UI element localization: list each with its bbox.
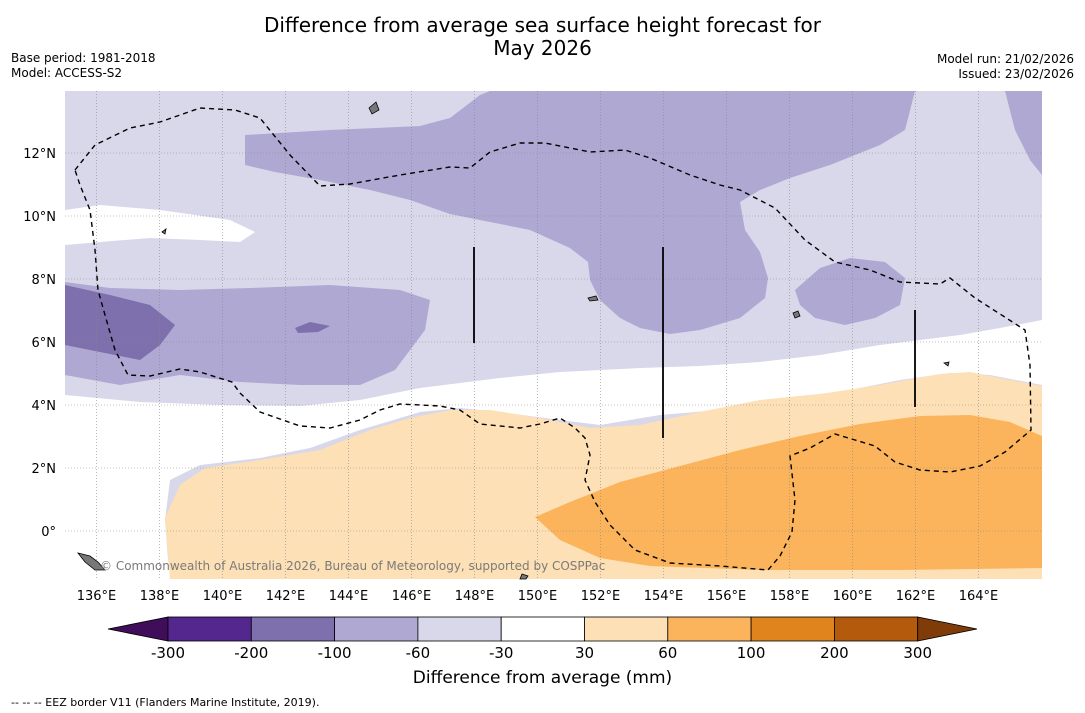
- metadata-right: Model run: 21/02/2026 Issued: 23/02/2026: [937, 52, 1074, 82]
- colorbar-segment: [500, 616, 585, 642]
- colorbar: [107, 616, 978, 642]
- island-4: [76, 552, 106, 571]
- negative-region-west: [65, 282, 430, 385]
- title-line-1: Difference from average sea surface heig…: [263, 13, 822, 37]
- issued-date: Issued: 23/02/2026: [958, 67, 1074, 81]
- colorbar-tick-label: -30: [488, 644, 514, 662]
- island-6: [943, 361, 950, 367]
- colorbar-segment: [667, 616, 752, 642]
- longitude-label: 154°E: [644, 589, 684, 604]
- colorbar-segment: [417, 616, 502, 642]
- island-2: [161, 228, 167, 235]
- longitude-label: 142°E: [266, 589, 306, 604]
- longitude-label: 148°E: [455, 589, 495, 604]
- strong-negative-west: [65, 285, 175, 360]
- colorbar-tick-label: -60: [405, 644, 431, 662]
- longitude-label: 136°E: [77, 589, 117, 604]
- island-5: [587, 295, 599, 302]
- colorbar-segment: [334, 616, 419, 642]
- island-1: [368, 101, 380, 115]
- longitude-label: 150°E: [518, 589, 558, 604]
- copyright-credit: © Commonwealth of Australia 2026, Bureau…: [100, 559, 605, 573]
- longitude-label: 140°E: [203, 589, 243, 604]
- colorbar-segment: [834, 616, 919, 642]
- negative-region-east: [795, 258, 905, 325]
- longitude-label: 158°E: [770, 589, 810, 604]
- latitude-labels: 12°N 10°N 8°N 6°N 4°N 2°N 0°: [23, 147, 56, 540]
- negative-region-central: [245, 91, 915, 334]
- colorbar-segment: [750, 616, 835, 642]
- model-name: Model: ACCESS-S2: [11, 66, 123, 80]
- latitude-label: 8°N: [32, 273, 57, 288]
- colorbar-segment: [250, 616, 336, 642]
- colorbar-tick-label: 200: [820, 644, 849, 662]
- longitude-label: 138°E: [140, 589, 180, 604]
- colorbar-extend-low: [107, 616, 169, 642]
- neutral-band-north: [65, 205, 255, 245]
- colorbar-tick-label: 100: [736, 644, 766, 662]
- longitude-label: 152°E: [581, 589, 621, 604]
- longitude-label: 144°E: [329, 589, 369, 604]
- colorbar-tick-label: 60: [658, 644, 678, 662]
- eez-footnote: -- -- -- EEZ border V11 (Flanders Marine…: [11, 696, 320, 709]
- colorbar-tick-label: -200: [234, 644, 269, 662]
- colorbar-title: Difference from average (mm): [412, 668, 673, 688]
- map-area: [65, 91, 1042, 579]
- colorbar-tick-label: 30: [574, 644, 595, 662]
- title-line-2: May 2026: [493, 36, 592, 60]
- colorbar-tick-label: -100: [317, 644, 352, 662]
- colorbar-extend-high: [917, 616, 978, 642]
- latitude-label: 6°N: [32, 336, 57, 351]
- islands: [76, 101, 950, 580]
- latitude-label: 2°N: [32, 462, 57, 477]
- eez-borders: [74, 107, 1032, 571]
- longitude-label: 156°E: [707, 589, 747, 604]
- marker-bars: [473, 247, 916, 438]
- model-run: Model run: 21/02/2026: [936, 52, 1074, 66]
- neutral-band-equator: [65, 320, 1042, 579]
- longitude-labels: 136°E 138°E 140°E 142°E 144°E 146°E 148°E 150°E…: [77, 589, 999, 604]
- colorbar-segment: [167, 616, 252, 642]
- metadata-left: Base period: 1981-2018 Model: ACCESS-S2: [11, 51, 156, 81]
- strong-negative-spot: [295, 322, 330, 333]
- island-7: [519, 573, 529, 580]
- base-period: Base period: 1981-2018: [11, 51, 156, 65]
- longitude-label: 164°E: [959, 589, 999, 604]
- latitude-label: 10°N: [23, 210, 56, 225]
- moderate-positive-region: [535, 415, 1042, 570]
- colorbar-tick-label: -300: [150, 644, 186, 662]
- map-title: Difference from average sea surface heig…: [0, 14, 1085, 60]
- longitude-label: 162°E: [896, 589, 936, 604]
- graticule: [65, 91, 1042, 579]
- longitude-label: 146°E: [392, 589, 432, 604]
- latitude-label: 0°: [41, 525, 56, 540]
- latitude-label: 4°N: [32, 399, 57, 414]
- negative-region-northeast: [1005, 91, 1042, 175]
- colorbar-tick-label: 300: [903, 644, 932, 662]
- colorbar-segment: [584, 616, 669, 642]
- longitude-label: 160°E: [833, 589, 873, 604]
- latitude-label: 12°N: [23, 147, 56, 162]
- island-3: [792, 310, 801, 319]
